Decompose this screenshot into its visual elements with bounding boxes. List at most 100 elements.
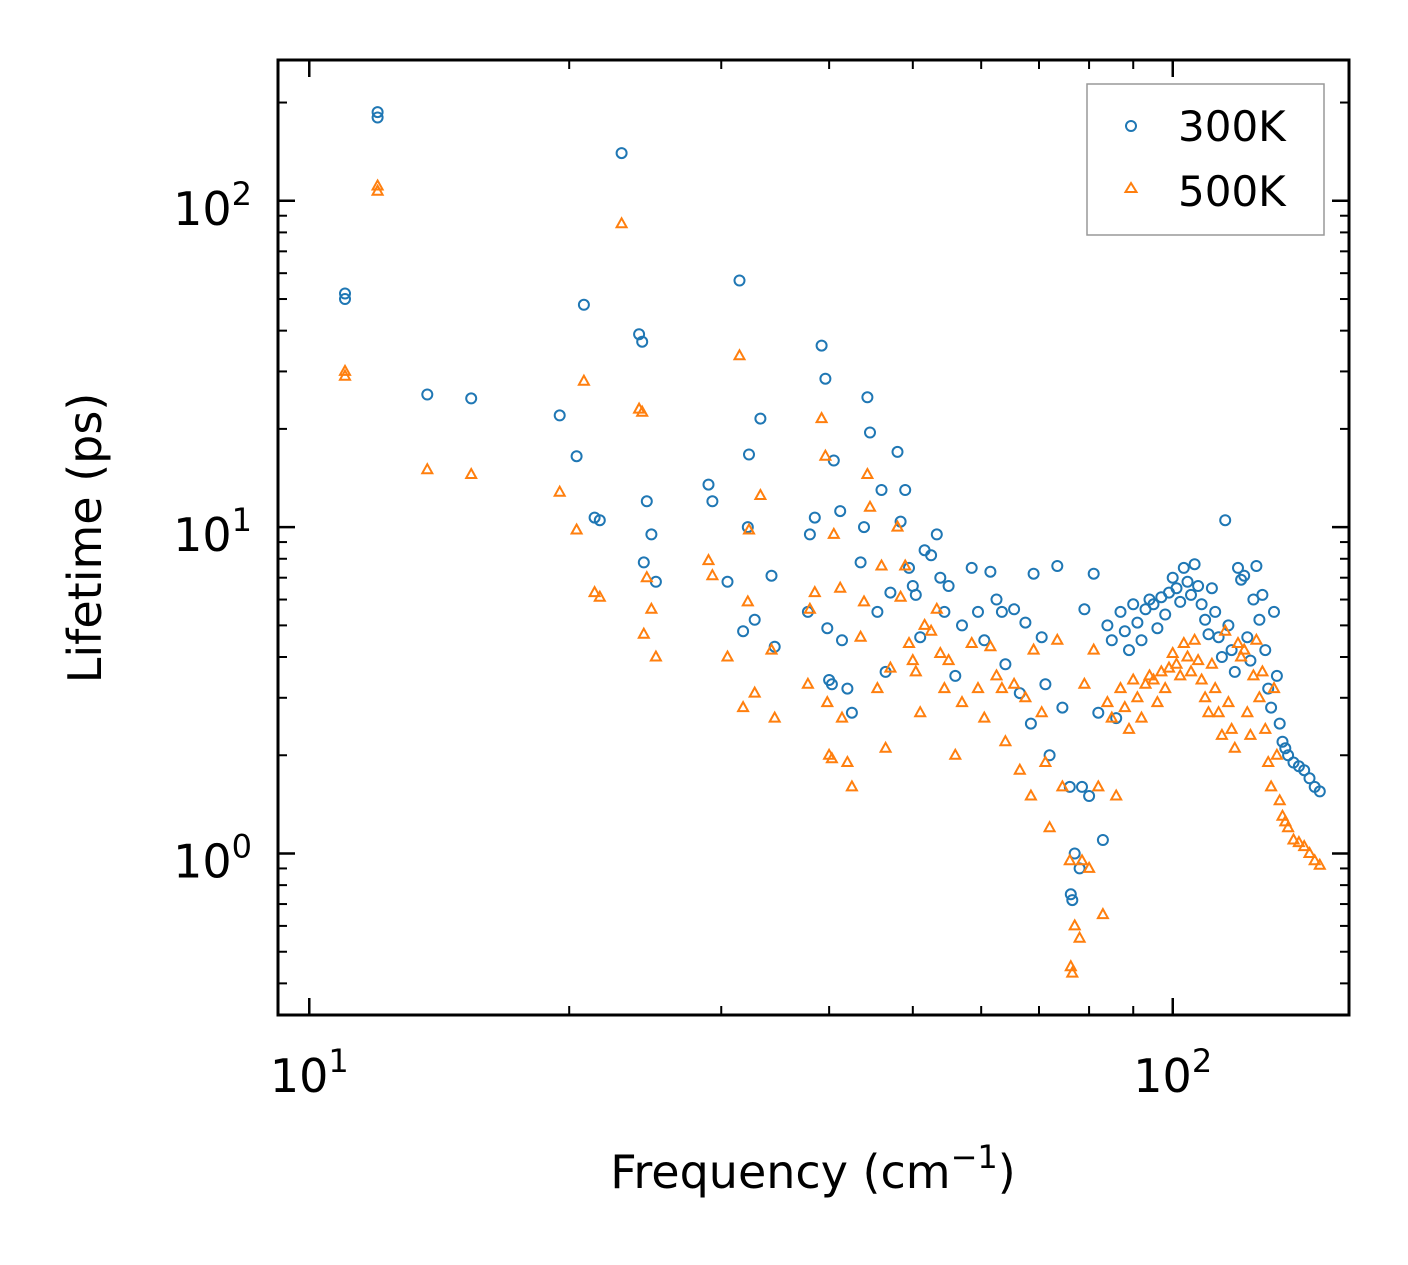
data-point-300k <box>949 669 962 682</box>
data-point-500k <box>1180 649 1195 662</box>
data-point-300k <box>702 478 715 491</box>
data-point-300k <box>815 339 828 352</box>
data-point-300k <box>1262 682 1275 695</box>
data-point-300k <box>891 445 904 458</box>
data-point-300k <box>1135 634 1148 647</box>
data-point-300k <box>1008 603 1021 616</box>
data-point-500k <box>955 695 969 708</box>
legend-box <box>1086 83 1325 236</box>
data-point-500k <box>977 710 991 723</box>
data-point-500k <box>1243 727 1258 740</box>
data-point-500k <box>827 526 841 539</box>
data-point-300k <box>834 505 847 518</box>
data-point-500k <box>1150 695 1165 708</box>
data-point-300k <box>339 287 351 300</box>
data-point-500k <box>1177 635 1191 648</box>
data-point-300k <box>1298 764 1311 777</box>
data-point-500k <box>1234 649 1248 662</box>
data-point-500k <box>860 466 875 479</box>
data-point-500k <box>1055 779 1070 792</box>
data-point-500k <box>644 601 659 614</box>
data-point-300k <box>1276 735 1289 748</box>
data-point-300k <box>854 556 867 569</box>
data-point-300k <box>765 569 778 582</box>
data-point-300k <box>1181 575 1194 588</box>
data-point-300k <box>978 634 991 647</box>
data-point-500k <box>883 660 898 673</box>
data-point-500k <box>1270 747 1284 760</box>
data-point-500k <box>1118 700 1132 713</box>
data-point-300k <box>1279 742 1292 755</box>
data-point-500k <box>814 411 829 424</box>
data-point-300k <box>995 605 1008 618</box>
data-point-300k <box>1039 678 1052 691</box>
data-point-500k <box>1072 930 1087 943</box>
data-point-300k <box>1114 605 1127 618</box>
data-point-300k <box>1166 571 1179 584</box>
legend-label-500k: 500K <box>1178 167 1287 216</box>
data-point-500k <box>1038 754 1053 767</box>
data-point-300k <box>930 528 943 541</box>
data-point-300k <box>706 495 719 508</box>
data-point-500k <box>998 734 1013 747</box>
data-point-500k <box>909 664 923 677</box>
data-point-300k <box>984 565 997 578</box>
data-point-300k <box>1195 598 1208 611</box>
data-point-500k <box>803 601 817 614</box>
data-point-500k <box>845 779 859 792</box>
data-point-500k <box>1264 779 1278 792</box>
data-point-500k <box>820 695 834 708</box>
legend-label-300k: 300K <box>1178 102 1287 151</box>
data-point-500k <box>1146 672 1161 685</box>
data-point-500k <box>464 466 478 479</box>
data-point-500k <box>1231 635 1245 648</box>
data-point-500k <box>853 629 868 642</box>
data-point-300k <box>1019 616 1032 629</box>
data-point-500k <box>933 645 947 658</box>
data-point-300k <box>1270 669 1283 682</box>
data-point-500k <box>902 635 916 648</box>
data-point-500k <box>1126 672 1140 685</box>
data-point-300k <box>465 392 478 405</box>
data-point-500k <box>870 681 885 694</box>
data-point-300k <box>1209 605 1222 618</box>
data-point-300k <box>1076 780 1088 793</box>
data-point-500k <box>1158 681 1172 694</box>
data-point-500k <box>1211 705 1226 718</box>
data-point-500k <box>1218 623 1232 636</box>
data-point-300k <box>972 605 984 618</box>
data-point-300k <box>1170 582 1183 595</box>
data-point-300k <box>1268 605 1280 618</box>
data-point-300k <box>593 514 606 527</box>
data-point-500k <box>1166 645 1180 658</box>
data-point-300k <box>1253 613 1266 626</box>
data-point-300k <box>999 658 1012 671</box>
data-point-300k <box>914 631 927 644</box>
data-point-300k <box>1096 834 1109 846</box>
data-point-500k <box>1308 853 1322 866</box>
data-point-500k <box>924 623 938 636</box>
data-point-500k <box>741 594 755 607</box>
data-point-300k <box>1083 790 1096 802</box>
data-point-500k <box>835 710 849 723</box>
data-point-500k <box>1091 779 1105 792</box>
data-point-500k <box>1122 721 1136 734</box>
data-point-300k <box>1185 588 1197 601</box>
data-point-300k <box>899 484 912 496</box>
major-ticks <box>278 60 1349 1015</box>
data-point-300k <box>1228 665 1241 678</box>
data-point-500k <box>1063 853 1077 866</box>
y-tick-label-10-1: 101 <box>173 501 252 562</box>
data-point-500k <box>1261 754 1275 767</box>
data-point-300k <box>845 706 858 719</box>
data-point-500k <box>913 705 927 718</box>
data-point-500k <box>553 484 567 497</box>
data-point-500k <box>965 635 979 648</box>
data-point-300k <box>1192 580 1205 592</box>
data-point-300k <box>733 274 746 287</box>
data-point-500k <box>906 653 920 666</box>
data-point-500k <box>1198 690 1212 703</box>
data-point-500k <box>569 522 584 535</box>
data-point-300k <box>1043 749 1056 762</box>
